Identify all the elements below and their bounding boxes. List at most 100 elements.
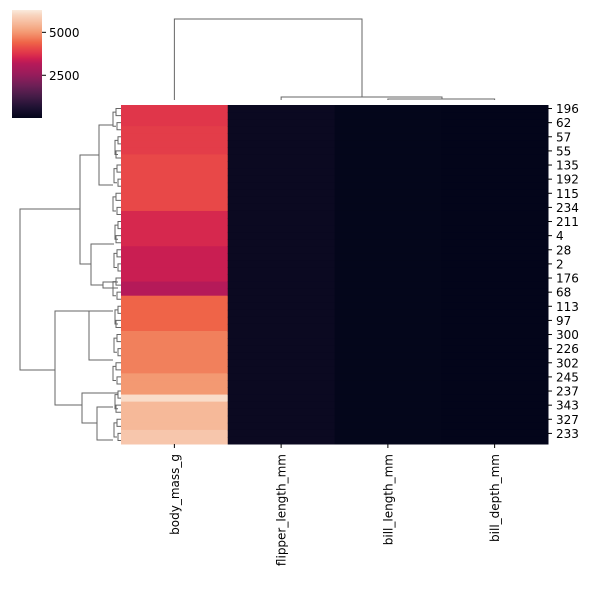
- heatmap-cell-flipper_length_mm: [227, 394, 335, 403]
- row-tick-label: 115: [556, 187, 579, 201]
- heatmap-cell-flipper_length_mm: [227, 429, 335, 438]
- heatmap-cell-flipper_length_mm: [227, 225, 335, 233]
- heatmap-cell-body_mass_g: [121, 161, 229, 170]
- heatmap-cell-flipper_length_mm: [227, 323, 335, 332]
- heatmap-cell-bill_length_mm: [334, 274, 442, 283]
- dendrogram-link: [387, 98, 496, 100]
- row-tick-label: 211: [556, 215, 579, 229]
- dendrogram-link: [113, 422, 117, 438]
- heatmap-cell-bill_length_mm: [334, 154, 442, 162]
- heatmap-cell-bill_depth_mm: [441, 196, 549, 205]
- heatmap-cell-bill_length_mm: [334, 203, 442, 212]
- heatmap-cell-bill_depth_mm: [441, 274, 549, 283]
- heatmap-cell-bill_length_mm: [334, 140, 442, 148]
- heatmap-cell-bill_depth_mm: [441, 429, 549, 438]
- heatmap-cell-flipper_length_mm: [227, 387, 335, 396]
- heatmap-cell-body_mass_g: [121, 253, 229, 261]
- dendrogram-leaf-link: [116, 206, 121, 215]
- row-tick-label: 176: [556, 272, 579, 286]
- heatmap-cell-flipper_length_mm: [227, 239, 335, 247]
- heatmap-cell-bill_depth_mm: [441, 366, 549, 374]
- heatmap-cell-bill_depth_mm: [441, 338, 549, 346]
- heatmap-cell-body_mass_g: [121, 309, 229, 318]
- heatmap-cell-body_mass_g: [121, 338, 229, 346]
- heatmap-cell-bill_length_mm: [334, 161, 442, 170]
- heatmap-cell-bill_length_mm: [334, 168, 442, 177]
- heatmap-cell-body_mass_g: [121, 182, 229, 191]
- row-tick-label: 57: [556, 130, 571, 144]
- heatmap-cell-body_mass_g: [121, 105, 229, 113]
- heatmap-cell-body_mass_g: [121, 295, 229, 304]
- heatmap-cell-body_mass_g: [121, 260, 229, 268]
- heatmap-cell-bill_length_mm: [334, 281, 442, 290]
- dendrogram-leaf-link: [117, 305, 121, 314]
- heatmap-cell-bill_length_mm: [334, 429, 442, 438]
- colorbar-tick-label: 2500: [49, 69, 80, 83]
- dendrogram-leaf-link: [116, 249, 121, 258]
- heatmap-cell-flipper_length_mm: [227, 267, 335, 275]
- heatmap-cell-bill_depth_mm: [441, 401, 549, 410]
- heatmap-cell-flipper_length_mm: [227, 253, 335, 261]
- row-tick-label: 4: [556, 229, 564, 243]
- heatmap-cell-body_mass_g: [121, 281, 229, 290]
- heatmap-cell-body_mass_g: [121, 359, 229, 367]
- heatmap-cell-body_mass_g: [121, 366, 229, 374]
- heatmap-cell-bill_length_mm: [334, 225, 442, 233]
- heatmap-cell-bill_depth_mm: [441, 182, 549, 191]
- heatmap-cell-bill_length_mm: [334, 323, 442, 332]
- heatmap-cell-bill_depth_mm: [441, 147, 549, 155]
- heatmap-cell-bill_depth_mm: [441, 126, 549, 134]
- heatmap-cell-flipper_length_mm: [227, 408, 335, 417]
- heatmap-cell-body_mass_g: [121, 112, 229, 120]
- row-tick-label: 327: [556, 413, 579, 427]
- heatmap-cell-body_mass_g: [121, 387, 229, 396]
- heatmap-cell-bill_length_mm: [334, 352, 442, 360]
- heatmap-cell-bill_depth_mm: [441, 105, 549, 113]
- heatmap-cell-bill_length_mm: [334, 338, 442, 346]
- dendrogram-leaf-link: [115, 150, 121, 159]
- heatmap-cell-bill_depth_mm: [441, 232, 549, 240]
- heatmap-cell-bill_length_mm: [334, 316, 442, 325]
- heatmap-cell-bill_length_mm: [334, 359, 442, 367]
- column-tick-label: bill_length_mm: [381, 454, 395, 545]
- heatmap-cell-flipper_length_mm: [227, 246, 335, 254]
- heatmap-cell-bill_depth_mm: [441, 316, 549, 325]
- heatmap-cell-bill_depth_mm: [441, 288, 549, 297]
- heatmap-cell-body_mass_g: [121, 352, 229, 360]
- heatmap-cell-bill_length_mm: [334, 366, 442, 374]
- heatmap-cell-bill_depth_mm: [441, 246, 549, 254]
- heatmap-cell-flipper_length_mm: [227, 133, 335, 141]
- dendrogram-leaf-link: [116, 122, 121, 131]
- dendrogram-link: [112, 365, 116, 381]
- heatmap-cell-bill_length_mm: [334, 415, 442, 424]
- heatmap-cell-flipper_length_mm: [227, 422, 335, 431]
- heatmap-cell-body_mass_g: [121, 429, 229, 438]
- heatmap-cell-bill_depth_mm: [441, 281, 549, 290]
- heatmap-cell-bill_length_mm: [334, 309, 442, 318]
- dendrogram-link: [280, 96, 443, 100]
- heatmap-cell-body_mass_g: [121, 274, 229, 283]
- heatmap-cell-bill_length_mm: [334, 147, 442, 155]
- heatmap-cell-flipper_length_mm: [227, 373, 335, 381]
- heatmap-cell-body_mass_g: [121, 316, 229, 325]
- heatmap-cell-flipper_length_mm: [227, 359, 335, 367]
- heatmap-cell-flipper_length_mm: [227, 401, 335, 410]
- heatmap-cell-bill_length_mm: [334, 239, 442, 247]
- heatmap-cell-bill_depth_mm: [441, 218, 549, 226]
- row-dendrogram: [19, 108, 121, 441]
- column-tick-labels: body_mass_g flipper_length_mm bill_length_…: [168, 444, 502, 566]
- dendrogram-leaf-link: [115, 362, 121, 371]
- heatmap-cell-bill_length_mm: [334, 331, 442, 339]
- row-tick-label: 192: [556, 173, 579, 187]
- dendrogram-link: [173, 18, 363, 100]
- heatmap-cell-flipper_length_mm: [227, 168, 335, 177]
- dendrogram-link: [112, 196, 116, 212]
- heatmap-cell-bill_length_mm: [334, 436, 442, 445]
- heatmap-cell-flipper_length_mm: [227, 380, 335, 388]
- heatmap-cell-bill_length_mm: [334, 302, 442, 311]
- heatmap-cell-bill_length_mm: [334, 394, 442, 403]
- dendrogram-leaf-link: [115, 108, 121, 117]
- heatmap-cell-bill_length_mm: [334, 345, 442, 353]
- heatmap-cell-bill_length_mm: [334, 189, 442, 198]
